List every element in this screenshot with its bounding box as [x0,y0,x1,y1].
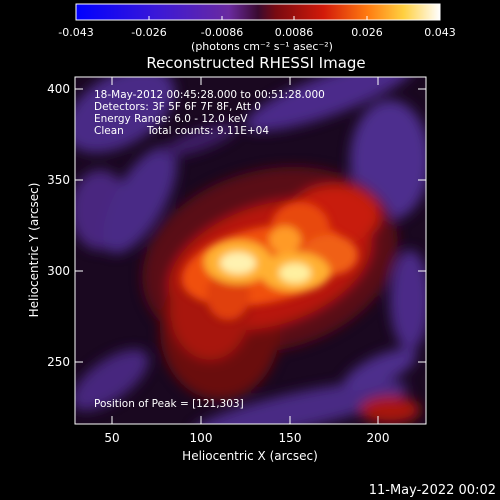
x-tick-label: 50 [104,431,119,445]
colorbar-tick-label: -0.026 [131,26,166,39]
clean-label: Clean [94,125,124,137]
colorbar-ticks [75,16,441,20]
detectors: Detectors: 3F 5F 6F 7F 8F, Att 0 [94,101,261,113]
peak-position: Position of Peak = [121,303] [94,398,244,410]
y-tick-label: 350 [47,173,70,187]
footer-date: 11-May-2022 00:02 [369,483,496,498]
colorbar [75,3,441,21]
x-axis-ticks [111,77,379,424]
colorbar-tick-label: 0.026 [351,26,383,39]
x-axis-label: Heliocentric X (arcsec) [182,449,318,463]
colorbar-tick-label: -0.043 [58,26,93,39]
y-tick-label: 300 [47,264,70,278]
energy-range: Energy Range: 6.0 - 12.0 keV [94,113,248,125]
colorbar-tick-label: 0.0086 [275,26,314,39]
x-tick-label: 100 [190,431,213,445]
y-tick-label: 400 [47,82,70,96]
y-axis-label: Heliocentric Y (arcsec) [27,183,41,318]
info-block: 18-May-2012 00:45:28.000 to 00:51:28.000… [94,89,325,137]
colorbar-unit-label: (photons cm⁻² s⁻¹ asec⁻²) [191,40,333,53]
y-tick-label: 250 [47,355,70,369]
time-range: 18-May-2012 00:45:28.000 to 00:51:28.000 [94,89,325,101]
colorbar-tick-label: 0.043 [424,26,456,39]
x-tick-label: 200 [367,431,390,445]
plot-frame [74,76,427,425]
colorbar-tick-label: -0.0086 [201,26,243,39]
total-counts: Total counts: 9.11E+04 [146,125,269,137]
flare-image [75,77,426,424]
x-tick-label: 150 [279,431,302,445]
plot-title: Reconstructed RHESSI Image [146,54,365,72]
y-axis-ticks [75,88,426,363]
